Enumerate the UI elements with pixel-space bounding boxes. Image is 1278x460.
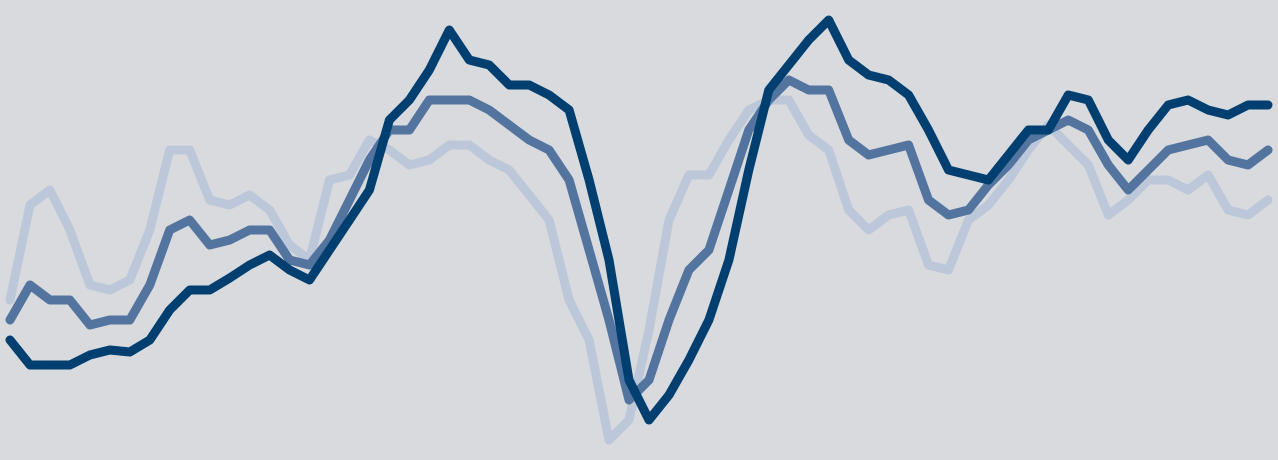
line-series bbox=[5, 95, 1273, 445]
line-series bbox=[5, 75, 1273, 405]
line-series bbox=[5, 15, 1273, 425]
